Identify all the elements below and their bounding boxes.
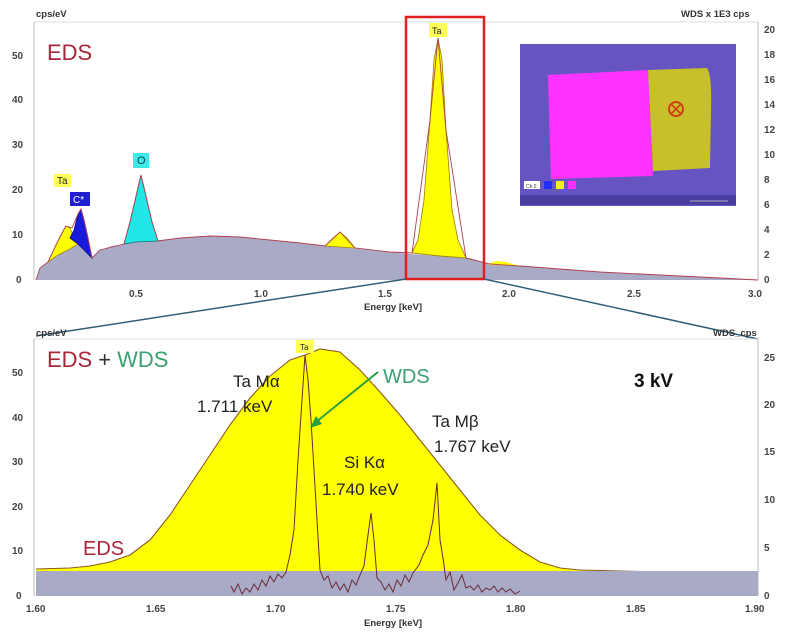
wds-arrow-label: WDS (383, 366, 430, 388)
zoom-connector-left (35, 278, 407, 337)
svg-text:10: 10 (12, 546, 24, 557)
eds-curve (35, 348, 759, 576)
svg-text:1.85: 1.85 (626, 604, 646, 615)
svg-text:8: 8 (764, 175, 770, 186)
ta-ma-name: Ta Mα (233, 372, 280, 391)
svg-text:15: 15 (764, 447, 776, 458)
ta-badge: Ta (300, 343, 309, 352)
top-y2-ticks: 0 2 4 6 8 10 12 14 16 18 20 (764, 25, 776, 286)
bottom-x-ticks: 1.60 1.65 1.70 1.75 1.80 1.85 1.90 (26, 604, 765, 615)
svg-text:25: 25 (764, 353, 776, 364)
svg-text:3.0: 3.0 (748, 289, 762, 300)
bottom-x-axis-label: Energy [keV] (364, 618, 422, 629)
svg-text:1.60: 1.60 (26, 604, 46, 615)
c-label: C* (73, 195, 84, 206)
si-ka-energy: 1.740 keV (322, 480, 399, 499)
svg-text:18: 18 (764, 50, 776, 61)
bottom-y2-unit: WDS_cps (713, 328, 757, 339)
svg-text:1.80: 1.80 (506, 604, 526, 615)
top-x-ticks: 0.5 1.0 1.5 2.0 2.5 3.0 (129, 289, 762, 300)
zoom-region-box (404, 15, 486, 281)
svg-text:5: 5 (764, 543, 770, 554)
ta-low-label: Ta (57, 176, 68, 187)
svg-text:2: 2 (764, 250, 770, 261)
svg-text:1.90: 1.90 (745, 604, 765, 615)
svg-text:14: 14 (764, 100, 776, 111)
svg-text:10: 10 (12, 230, 24, 241)
ta-mb-name: Ta Mβ (432, 412, 479, 431)
svg-text:0: 0 (764, 591, 770, 602)
svg-text:10: 10 (764, 150, 776, 161)
top-chart: Ta C* O Ta Ch 2 EDS cps/eV WDS x 1E3 cps (12, 9, 776, 313)
bottom-title: EDS + WDS (47, 347, 168, 372)
svg-text:30: 30 (12, 140, 24, 151)
top-y-unit: cps/eV (36, 9, 67, 20)
eds-outline (35, 37, 759, 281)
svg-text:20: 20 (764, 25, 776, 36)
svg-text:1.0: 1.0 (254, 289, 268, 300)
svg-text:40: 40 (12, 413, 24, 424)
zoom-connector-right (483, 278, 759, 340)
svg-text:40: 40 (12, 95, 24, 106)
svg-text:50: 50 (12, 51, 24, 62)
svg-text:10: 10 (764, 495, 776, 506)
svg-text:20: 20 (12, 185, 24, 196)
voltage-label: 3 kV (634, 371, 673, 392)
svg-text:0: 0 (764, 275, 770, 286)
sem-inset-image: Ch 2 (520, 44, 736, 206)
svg-text:50: 50 (12, 368, 24, 379)
eds-background-area (36, 236, 758, 280)
ta-mb-energy: 1.767 keV (434, 437, 511, 456)
top-x-axis-label: Energy [keV] (364, 302, 422, 313)
wds-arrow-icon (315, 371, 379, 423)
svg-text:1.75: 1.75 (386, 604, 406, 615)
svg-text:2.0: 2.0 (502, 289, 516, 300)
svg-text:12: 12 (764, 125, 776, 136)
svg-text:2.5: 2.5 (627, 289, 641, 300)
svg-text:20: 20 (12, 502, 24, 513)
ta-main-label: Ta (432, 26, 442, 36)
eds-curve-label: EDS (83, 538, 124, 560)
top-y2-unit: WDS x 1E3 cps (681, 9, 750, 20)
svg-text:4: 4 (764, 225, 770, 236)
ta-main-peak (411, 37, 467, 259)
svg-text:1.65: 1.65 (146, 604, 166, 615)
svg-text:0: 0 (16, 275, 22, 286)
svg-text:1.70: 1.70 (266, 604, 286, 615)
wds-curve (230, 354, 521, 596)
ta-ma-energy: 1.711 keV (197, 397, 273, 416)
top-title-eds: EDS (47, 40, 92, 65)
svg-text:16: 16 (764, 75, 776, 86)
o-peak (123, 174, 159, 245)
svg-text:6: 6 (764, 200, 770, 211)
bottom-y2-ticks: 0 5 10 15 20 25 (764, 353, 776, 602)
svg-text:30: 30 (12, 457, 24, 468)
svg-text:20: 20 (764, 400, 776, 411)
svg-text:Ch 2: Ch 2 (526, 184, 537, 190)
measurement-point-icon (668, 101, 684, 117)
ta-small-peak (324, 231, 356, 249)
bottom-y-unit: cps/eV (36, 328, 67, 339)
bottom-chart: Ta EDS + WDS Ta Mα 1.711 keV Si Kα 1.740 k… (12, 328, 776, 629)
o-label: O (137, 155, 146, 167)
svg-text:0.5: 0.5 (129, 289, 143, 300)
top-y-ticks: 0 10 20 30 40 50 (12, 51, 24, 286)
svg-text:1.5: 1.5 (378, 289, 392, 300)
eds-yellow-area (36, 349, 758, 596)
bottom-y-ticks: 0 10 20 30 40 50 (12, 368, 24, 602)
svg-text:0: 0 (16, 591, 22, 602)
si-ka-name: Si Kα (344, 453, 385, 472)
background-band (36, 571, 758, 596)
